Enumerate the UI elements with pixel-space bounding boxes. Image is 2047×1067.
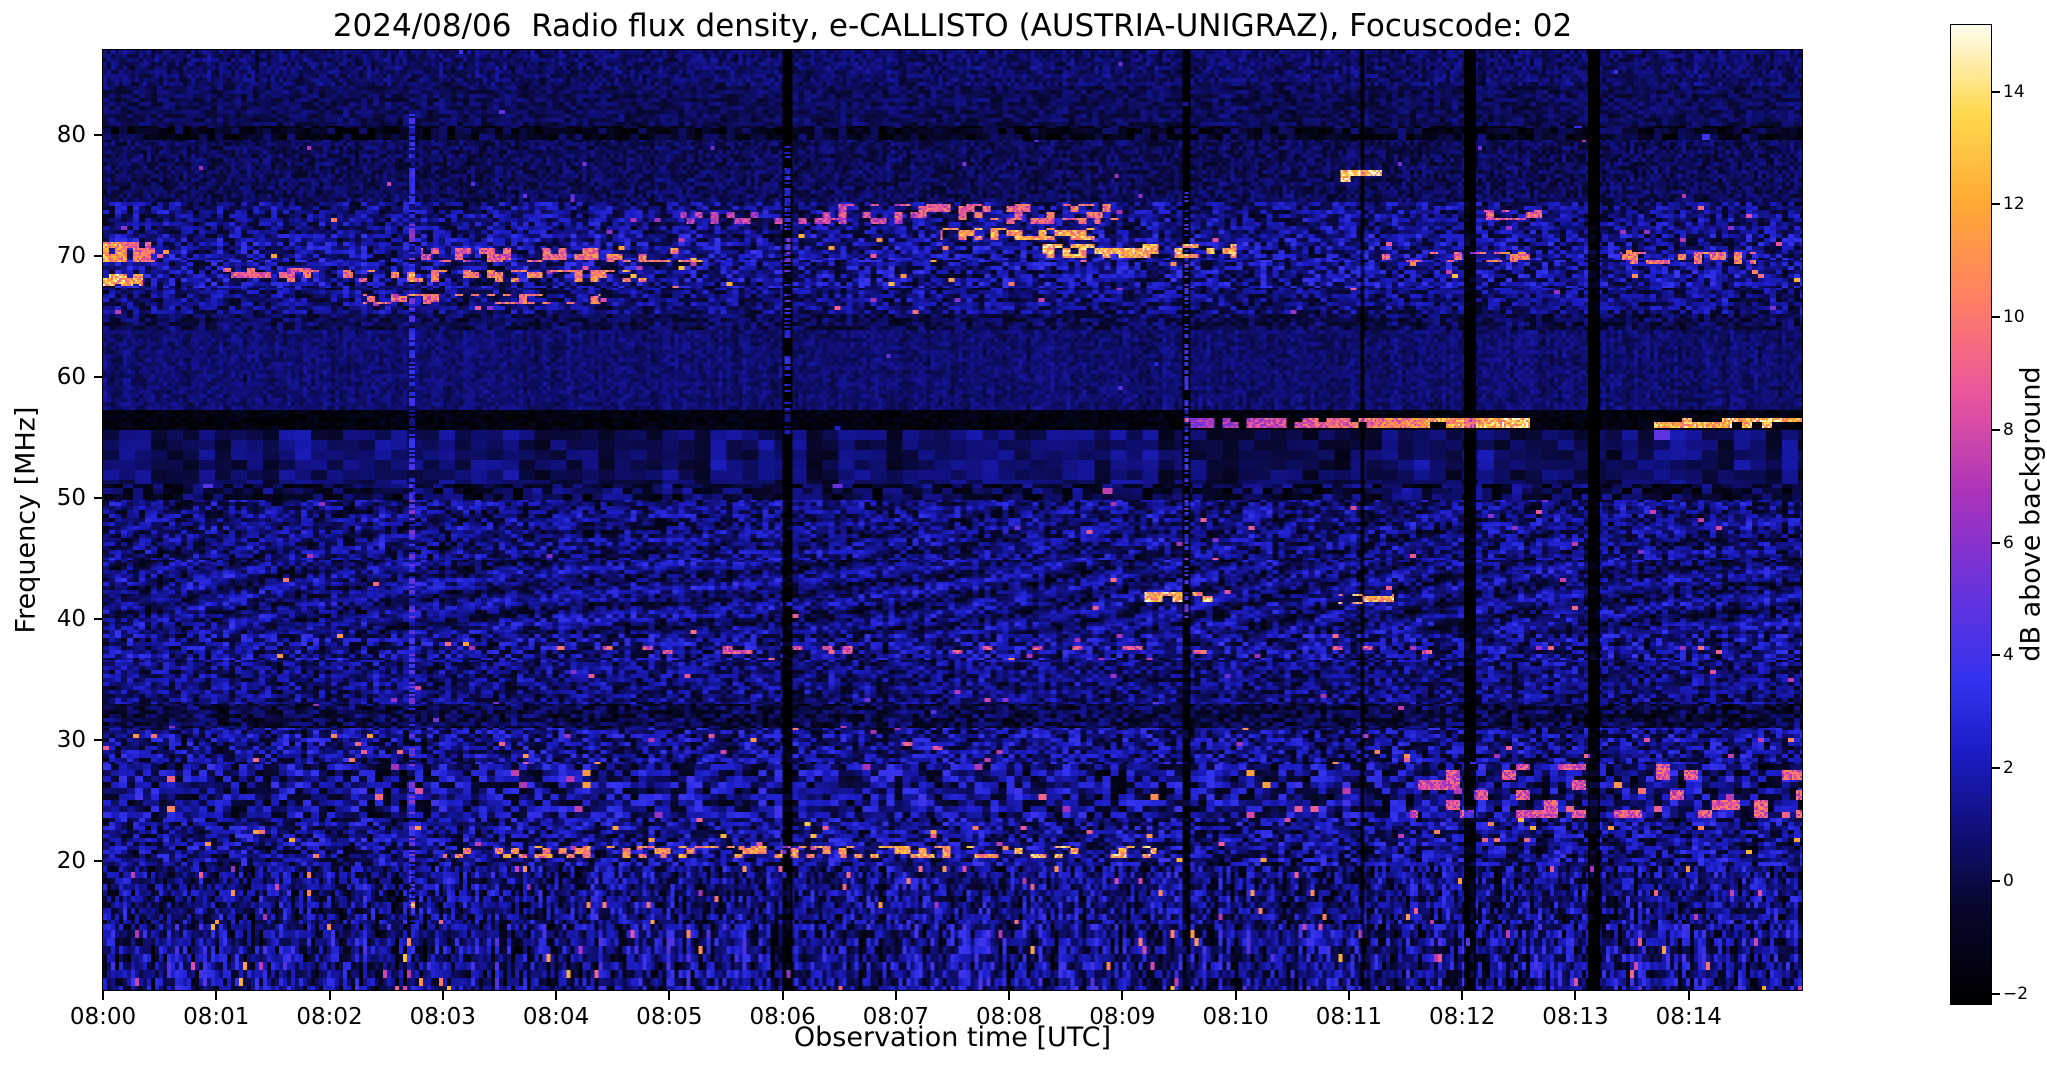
colorbar-tick-mark [1992,767,2000,770]
x-tick-mark [102,991,104,1000]
colorbar-tick-mark [1992,203,2000,206]
y-tick-mark [94,254,103,257]
x-axis-label: Observation time [UTC] [793,1022,1112,1053]
x-tick-mark [894,991,897,1000]
y-tick-label: 20 [56,847,86,874]
x-tick-mark [1347,991,1350,1000]
x-tick-mark [1687,991,1690,1000]
colorbar-tick-label: 2 [2003,758,2014,779]
colorbar-tick-label: 8 [2003,419,2014,440]
colorbar-tick-label: 0 [2003,870,2014,891]
x-tick-mark [1008,991,1011,1000]
colorbar-tick-mark [1992,654,2000,657]
x-tick-mark [1574,991,1577,1000]
x-tick-mark [1461,991,1464,1000]
colorbar-tick-mark [1992,428,2000,431]
x-tick-mark [441,991,444,1000]
y-tick-mark [94,375,103,378]
x-tick-mark [215,991,218,1000]
colorbar-tick-label: 12 [2003,194,2025,215]
colorbar [1950,24,1992,1005]
colorbar-tick-label: 4 [2003,645,2014,666]
y-axis-label: Frequency [MHz] [10,406,42,634]
colorbar-tick-label: −2 [2003,983,2029,1004]
colorbar-tick-label: 6 [2003,532,2014,553]
x-tick-mark [781,991,784,1000]
y-tick-label: 30 [56,726,86,753]
y-tick-mark [94,859,103,862]
colorbar-tick-mark [1992,541,2000,544]
spectrogram-plot [102,49,1803,991]
colorbar-tick-label: 14 [2003,81,2025,102]
y-tick-label: 80 [56,121,86,148]
colorbar-gradient [1951,25,1991,1004]
colorbar-label: dB above background [2015,366,2047,662]
colorbar-tick-mark [1992,992,2000,995]
colorbar-tick-mark [1992,316,2000,319]
x-tick-mark [555,991,558,1000]
x-tick-mark [328,991,331,1000]
colorbar-tick-mark [1992,90,2000,93]
colorbar-tick-label: 10 [2003,307,2025,328]
y-tick-mark [94,738,103,741]
x-tick-mark [1234,991,1237,1000]
x-tick-mark [1121,991,1124,1000]
y-tick-label: 60 [56,363,86,390]
y-tick-mark [94,133,103,136]
x-tick-mark [668,991,671,1000]
y-tick-mark [94,617,103,620]
y-tick-mark [94,496,103,499]
colorbar-tick-mark [1992,879,2000,882]
spectrogram-canvas [103,50,1802,990]
y-tick-label: 70 [56,242,86,269]
chart-title: 2024/08/06 Radio flux density, e-CALLIST… [332,8,1573,44]
